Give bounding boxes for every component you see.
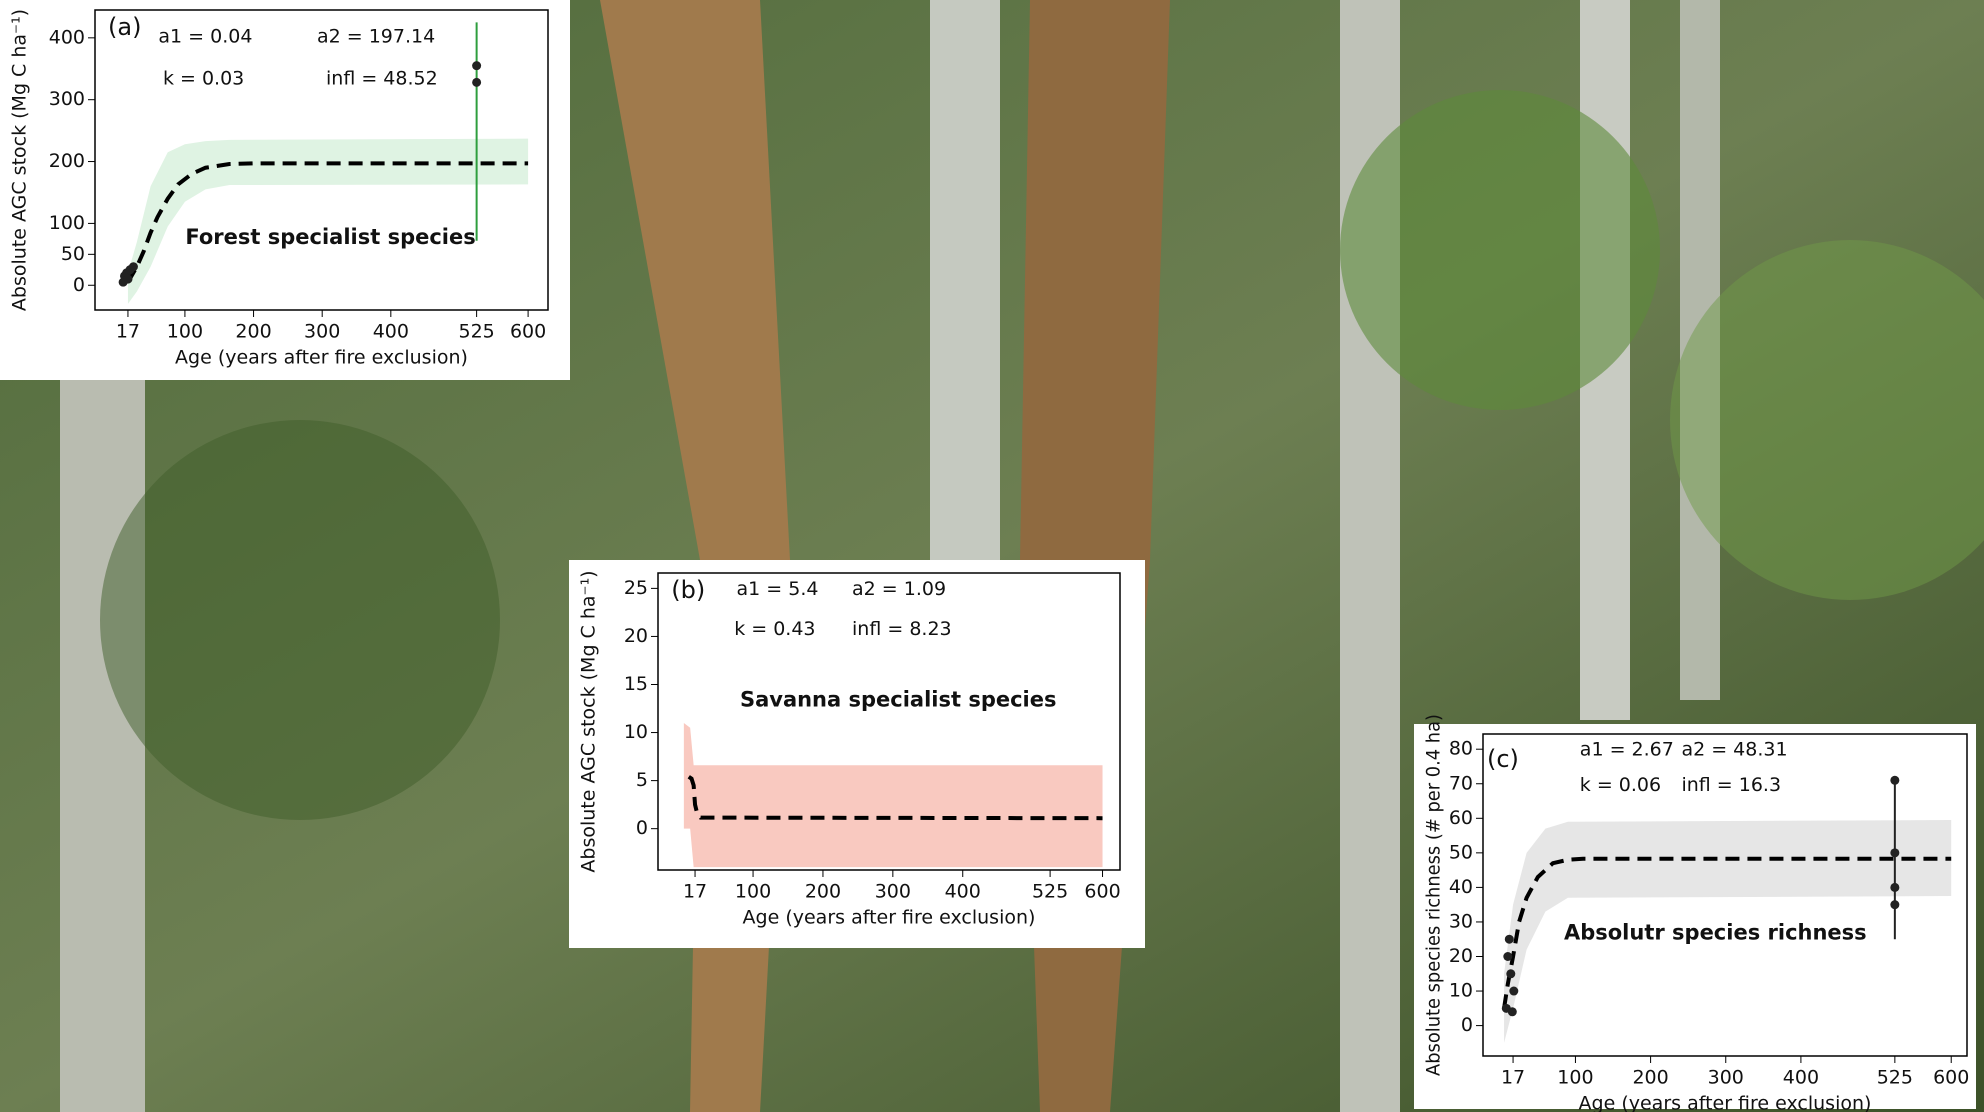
data-point [1507,1007,1517,1017]
data-point [472,61,482,71]
plot-frame [1482,733,1968,1057]
fitted-curve [687,775,1103,821]
chart-panel: 17 100 200 300 400 525 600 0 50 100 200 300 400 Age (… [0,0,570,380]
data-point [1890,848,1900,858]
chart-panel: 17 100 200 300 400 525 600 0 10 20 30 40 50 60 70 80 Age… [1414,714,1976,1112]
y-tick-label: 40 [1449,876,1473,898]
parameter: k = 0.03 [163,68,244,90]
x-tick-label: 600 [1084,881,1120,903]
panel-title: Savanna specialist species [740,688,1057,712]
x-axis-label: Age (years after fire exclusion) [743,907,1036,929]
y-tick-label: 0 [636,817,648,839]
x-tick-label: 200 [1632,1067,1668,1089]
y-tick-label: 10 [624,721,648,743]
x-tick-label: 17 [683,881,707,903]
confidence-band [1504,820,1952,1043]
y-axis-label: Absolute AGC stock (Mg C ha⁻¹) [578,570,600,872]
y-tick-label: 0 [73,274,85,296]
y-tick-label: 70 [1449,772,1473,794]
panel-label: (a) [108,13,141,41]
parameter: infl = 48.52 [326,68,438,90]
x-tick-label: 300 [304,321,340,343]
plot-frame [94,9,549,311]
y-tick-label: 60 [1449,807,1473,829]
data-point [1890,900,1900,910]
y-tick-label: 20 [624,625,648,647]
data-point [472,77,482,87]
panel-label: (c) [1487,745,1519,773]
x-tick-label: 600 [1933,1067,1969,1089]
parameter: a1 = 0.04 [158,26,252,48]
y-tick-label: 20 [1449,945,1473,967]
parameter: a2 = 1.09 [852,578,946,600]
x-tick-label: 100 [735,881,771,903]
parameter: k = 0.43 [734,618,815,640]
confidence-band [683,722,1103,868]
y-tick-label: 30 [1449,910,1473,932]
panel-background [1414,724,1976,1109]
parameter: infl = 8.23 [852,618,952,640]
y-tick-label: 300 [49,88,85,110]
x-tick-label: 525 [1032,881,1068,903]
x-tick-label: 100 [1557,1067,1593,1089]
chart-panel: 17 100 200 300 400 525 600 0 5 10 15 20 25 Age (years… [569,560,1145,948]
y-tick-label: 0 [1461,1014,1473,1036]
confidence-band [127,138,529,304]
y-tick-label: 25 [624,577,648,599]
panel-title: Forest specialist species [185,225,475,249]
parameter: k = 0.06 [1580,774,1661,796]
data-point [1504,934,1514,944]
fitted-curve [1502,856,1952,1009]
x-tick-label: 200 [805,881,841,903]
x-tick-label: 17 [1501,1067,1525,1089]
y-tick-label: 100 [49,212,85,234]
parameter: infl = 16.3 [1681,774,1781,796]
x-tick-label: 100 [167,321,203,343]
x-tick-label: 525 [1877,1067,1913,1089]
x-tick-label: 400 [1783,1067,1819,1089]
y-axis-label: Absolute species richness (# per 0.4 ha) [1423,714,1445,1076]
data-point [1509,986,1519,996]
parameter: a2 = 197.14 [317,26,435,48]
x-tick-label: 600 [510,321,546,343]
y-tick-label: 400 [49,26,85,48]
y-tick-label: 15 [624,673,648,695]
panel-background [569,560,1145,948]
x-axis-label: Age (years after fire exclusion) [1579,1093,1872,1112]
plot-frame [657,572,1121,871]
panel-label: (b) [671,576,705,604]
y-axis-label: Absolute AGC stock (Mg C ha⁻¹) [9,9,31,311]
y-tick-label: 80 [1449,738,1473,760]
parameter: a1 = 2.67 [1580,739,1674,761]
data-point [128,262,138,272]
data-point [1890,775,1900,785]
x-tick-label: 200 [235,321,271,343]
parameter: a1 = 5.4 [737,578,819,600]
data-point [123,274,133,284]
data-point [1503,951,1513,961]
x-tick-label: 300 [1708,1067,1744,1089]
y-tick-label: 50 [61,243,85,265]
y-tick-label: 200 [49,150,85,172]
y-tick-label: 50 [1449,841,1473,863]
x-tick-label: 300 [875,881,911,903]
x-tick-label: 525 [458,321,494,343]
data-point [1890,882,1900,892]
parameter: a2 = 48.31 [1681,739,1787,761]
x-axis-label: Age (years after fire exclusion) [175,347,468,369]
y-tick-label: 10 [1449,980,1473,1002]
x-tick-label: 400 [945,881,981,903]
data-point [1506,969,1516,979]
x-tick-label: 400 [373,321,409,343]
y-tick-label: 5 [636,769,648,791]
x-tick-label: 17 [116,321,140,343]
panel-title: Absolutr species richness [1564,921,1867,945]
